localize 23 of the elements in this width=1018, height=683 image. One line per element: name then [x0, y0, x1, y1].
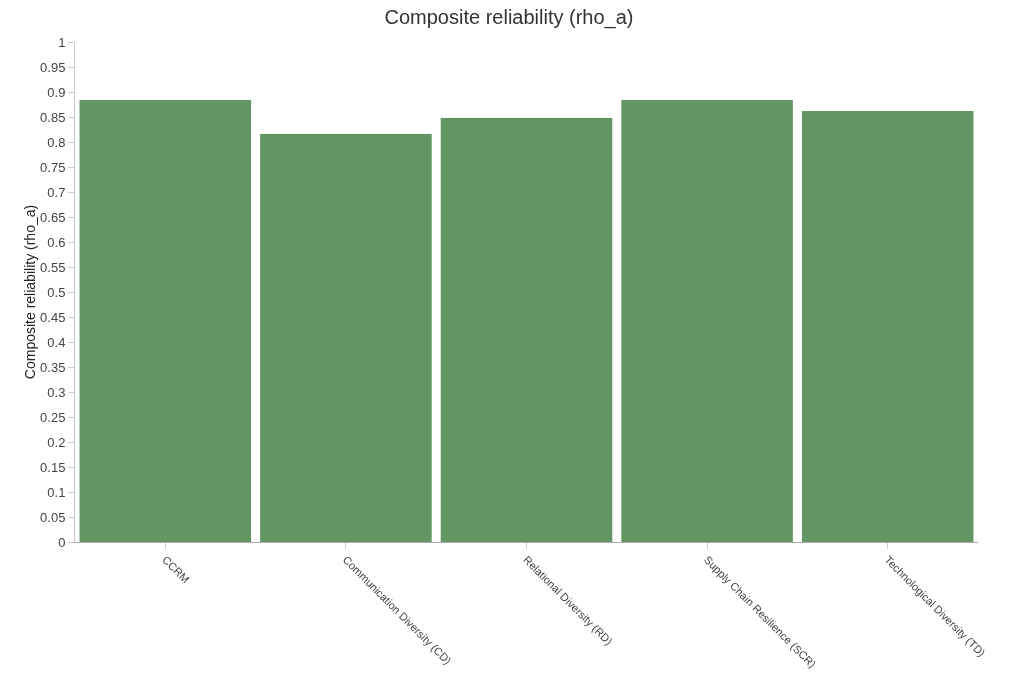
y-tick-label: 0	[58, 534, 66, 550]
y-tick-label: 0.6	[47, 234, 66, 250]
chart-title: Composite reliability (rho_a)	[384, 6, 634, 30]
y-tick-label: 0.8	[47, 134, 66, 150]
y-tick-label: 0.4	[47, 334, 66, 350]
y-tick-label: 0.3	[47, 384, 66, 400]
y-tick-label: 0.55	[40, 259, 66, 275]
y-tick-label: 0.15	[40, 459, 66, 475]
y-tick-label: 0.25	[40, 409, 66, 425]
y-tick-label: 0.05	[40, 509, 66, 525]
y-tick-label: 0.9	[47, 84, 66, 100]
y-tick-label: 0.1	[47, 484, 66, 500]
y-axis-title: Composite reliability (rho_a)	[22, 204, 39, 380]
y-tick-label: 0.35	[40, 359, 66, 375]
y-tick-label: 0.85	[40, 109, 66, 125]
y-tick-label: 0.65	[40, 209, 66, 225]
y-tick-label: 0.7	[47, 184, 66, 200]
y-tick-label: 0.95	[40, 59, 66, 75]
y-tick-label: 0.45	[40, 309, 66, 325]
y-tick-label: 0.5	[47, 284, 66, 300]
y-tick-label: 0.2	[47, 434, 66, 450]
y-tick-label: 1	[58, 34, 66, 50]
y-tick-label: 0.75	[40, 159, 66, 175]
